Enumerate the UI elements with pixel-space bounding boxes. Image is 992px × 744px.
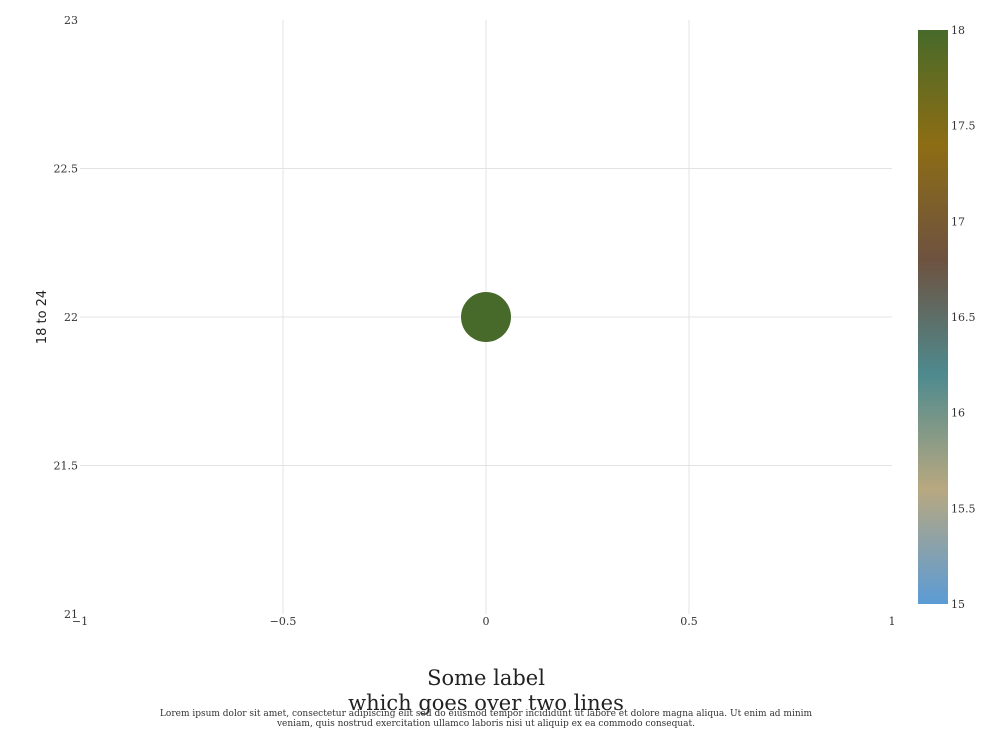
x-tick-label: −0.5	[270, 615, 297, 628]
colorbar-tick-label: 17	[951, 215, 965, 228]
colorbar-tick-label: 15	[951, 598, 965, 611]
x-axis-ticks: −1 −0.5 0 0.5 1	[72, 615, 896, 628]
colorbar-tick-label: 17.5	[951, 120, 976, 133]
y-tick-label: 22.5	[54, 163, 79, 176]
y-tick-label: 21.5	[54, 460, 79, 473]
figure-caption: Lorem ipsum dolor sit amet, consectetur …	[159, 709, 813, 729]
x-axis-label-line-1: Some label	[427, 666, 545, 690]
colorbar-tick-label: 16	[951, 407, 965, 420]
colorbar-tick-label: 15.5	[951, 502, 976, 515]
scatter-point	[461, 292, 511, 342]
y-axis-ticks: 21 21.5 22 22.5 23	[54, 14, 79, 621]
colorbar-ticks: 15 15.5 16 16.5 17 17.5 18	[951, 24, 976, 611]
y-tick-label: 21	[64, 608, 78, 621]
x-tick-label: 0.5	[680, 615, 698, 628]
data-points	[461, 292, 511, 342]
x-axis-label-line-2: which goes over two lines	[348, 691, 624, 715]
y-axis-label: 18 to 24	[35, 290, 50, 344]
colorbar-tick-label: 18	[951, 24, 965, 37]
y-tick-label: 23	[64, 14, 78, 27]
y-tick-label: 22	[64, 311, 78, 324]
x-tick-label: 0	[483, 615, 490, 628]
colorbar-tick-label: 16.5	[951, 311, 976, 324]
x-tick-label: −1	[72, 615, 88, 628]
x-tick-label: 1	[889, 615, 896, 628]
colorbar	[918, 30, 948, 604]
